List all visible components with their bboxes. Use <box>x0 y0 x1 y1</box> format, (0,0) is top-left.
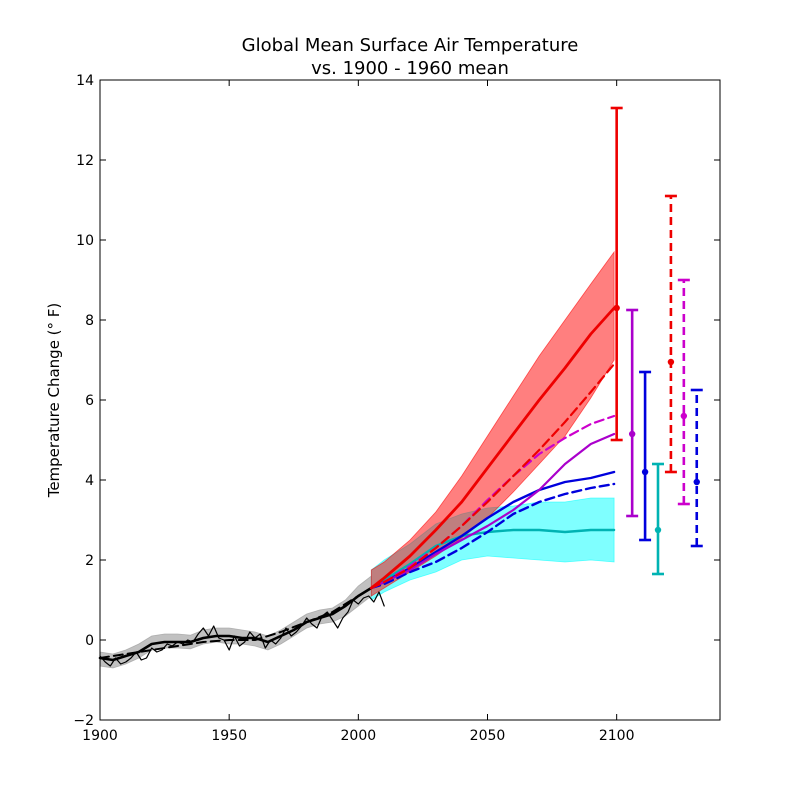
y-tick-label: 10 <box>76 233 94 249</box>
y-tick-label: 6 <box>85 393 94 409</box>
error-bar-4 <box>652 462 664 576</box>
plot-frame <box>99 79 721 721</box>
x-tick-label: 2050 <box>470 728 506 744</box>
error-bar-mean-point <box>654 526 662 534</box>
error-bar-3 <box>639 370 652 542</box>
error-bar-5 <box>664 194 677 474</box>
series-line-7 <box>370 432 616 590</box>
series-line-8 <box>370 414 616 590</box>
axis-ticks: 1900 1950 2000 2050 2100 −2 0 2 4 6 8 10 12 14 <box>73 73 720 744</box>
error-bar-mean-point <box>693 478 700 486</box>
uncertainty-band-3 <box>370 250 615 597</box>
error-bar-mean-point <box>680 412 688 420</box>
y-tick-label: 8 <box>85 313 94 329</box>
error-bar-mean-point <box>628 430 636 438</box>
series-line-1 <box>99 591 385 667</box>
series-line-2 <box>98 586 373 662</box>
chart-subtitle: vs. 1900 - 1960 mean <box>311 58 509 79</box>
error-bar-6 <box>677 278 690 506</box>
x-tick-label: 2000 <box>341 728 377 744</box>
chart-title: Global Mean Surface Air Temperature <box>242 35 579 56</box>
error-bar-2 <box>626 308 639 518</box>
y-axis-label: Temperature Change (° F) <box>45 303 63 499</box>
x-tick-label: 1950 <box>211 728 247 744</box>
y-tick-label: 4 <box>85 473 94 489</box>
series-line-6 <box>370 482 616 590</box>
error-bar-mean-point <box>667 358 675 366</box>
series-line-10 <box>369 306 616 590</box>
x-tick-label: 2100 <box>599 728 635 744</box>
x-tick-label: 1900 <box>82 728 118 744</box>
error-bar-mean-point <box>613 304 620 312</box>
y-tick-label: 12 <box>76 153 94 169</box>
error-bar-mean-point <box>641 468 649 476</box>
plot-area <box>98 106 703 669</box>
y-tick-label: −2 <box>73 713 94 729</box>
y-tick-label: 14 <box>76 73 94 89</box>
series-line-3 <box>99 595 360 659</box>
series-line-9 <box>370 362 616 590</box>
error-bar-1 <box>610 106 623 442</box>
error-bar-7 <box>690 388 703 548</box>
uncertainty-band-1 <box>99 575 372 669</box>
y-tick-label: 0 <box>85 633 94 649</box>
y-tick-label: 2 <box>85 553 94 569</box>
